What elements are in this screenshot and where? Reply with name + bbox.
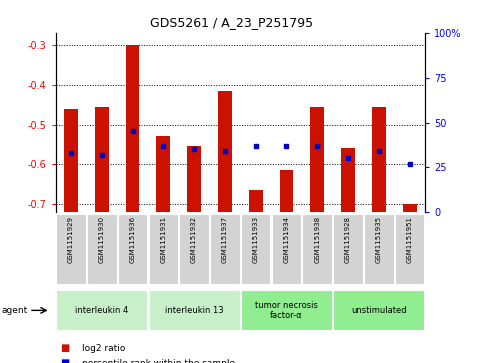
Text: GSM1151932: GSM1151932: [191, 216, 197, 263]
FancyBboxPatch shape: [149, 290, 240, 330]
FancyBboxPatch shape: [179, 214, 209, 284]
FancyBboxPatch shape: [118, 214, 147, 284]
Bar: [95, 106, 109, 212]
Text: percentile rank within the sample: percentile rank within the sample: [82, 359, 235, 363]
Text: GSM1151935: GSM1151935: [376, 216, 382, 263]
Bar: [403, 204, 416, 212]
FancyBboxPatch shape: [272, 214, 301, 284]
Bar: [341, 148, 355, 212]
Text: unstimulated: unstimulated: [351, 306, 407, 315]
Text: GSM1151951: GSM1151951: [407, 216, 412, 263]
FancyBboxPatch shape: [333, 214, 363, 284]
Bar: [372, 106, 386, 212]
FancyBboxPatch shape: [241, 214, 270, 284]
Text: GSM1151930: GSM1151930: [99, 216, 105, 263]
Bar: [311, 106, 324, 212]
Bar: [249, 190, 263, 212]
Text: GSM1151934: GSM1151934: [284, 216, 289, 263]
Text: tumor necrosis
factor-α: tumor necrosis factor-α: [255, 301, 318, 320]
Text: GSM1151933: GSM1151933: [253, 216, 259, 263]
Text: ■: ■: [60, 343, 70, 354]
Text: GSM1151938: GSM1151938: [314, 216, 320, 263]
FancyBboxPatch shape: [395, 214, 425, 284]
Text: GSM1151937: GSM1151937: [222, 216, 228, 263]
Text: log2 ratio: log2 ratio: [82, 344, 126, 353]
FancyBboxPatch shape: [241, 290, 332, 330]
Text: GSM1151931: GSM1151931: [160, 216, 166, 263]
Text: GDS5261 / A_23_P251795: GDS5261 / A_23_P251795: [150, 16, 313, 29]
FancyBboxPatch shape: [87, 214, 116, 284]
Bar: [156, 136, 170, 212]
Text: GSM1151936: GSM1151936: [129, 216, 136, 263]
Bar: [187, 146, 201, 212]
FancyBboxPatch shape: [302, 214, 332, 284]
FancyBboxPatch shape: [56, 290, 147, 330]
FancyBboxPatch shape: [210, 214, 240, 284]
Bar: [126, 45, 140, 212]
FancyBboxPatch shape: [149, 214, 178, 284]
Text: interleukin 13: interleukin 13: [165, 306, 224, 315]
Bar: [218, 90, 232, 212]
Text: GSM1151929: GSM1151929: [68, 216, 74, 263]
Text: agent: agent: [1, 306, 28, 315]
FancyBboxPatch shape: [56, 214, 85, 284]
Text: GSM1151928: GSM1151928: [345, 216, 351, 263]
FancyBboxPatch shape: [333, 290, 425, 330]
Bar: [64, 109, 78, 212]
Text: ■: ■: [60, 358, 70, 363]
Text: interleukin 4: interleukin 4: [75, 306, 128, 315]
FancyBboxPatch shape: [364, 214, 394, 284]
Bar: [280, 170, 293, 212]
